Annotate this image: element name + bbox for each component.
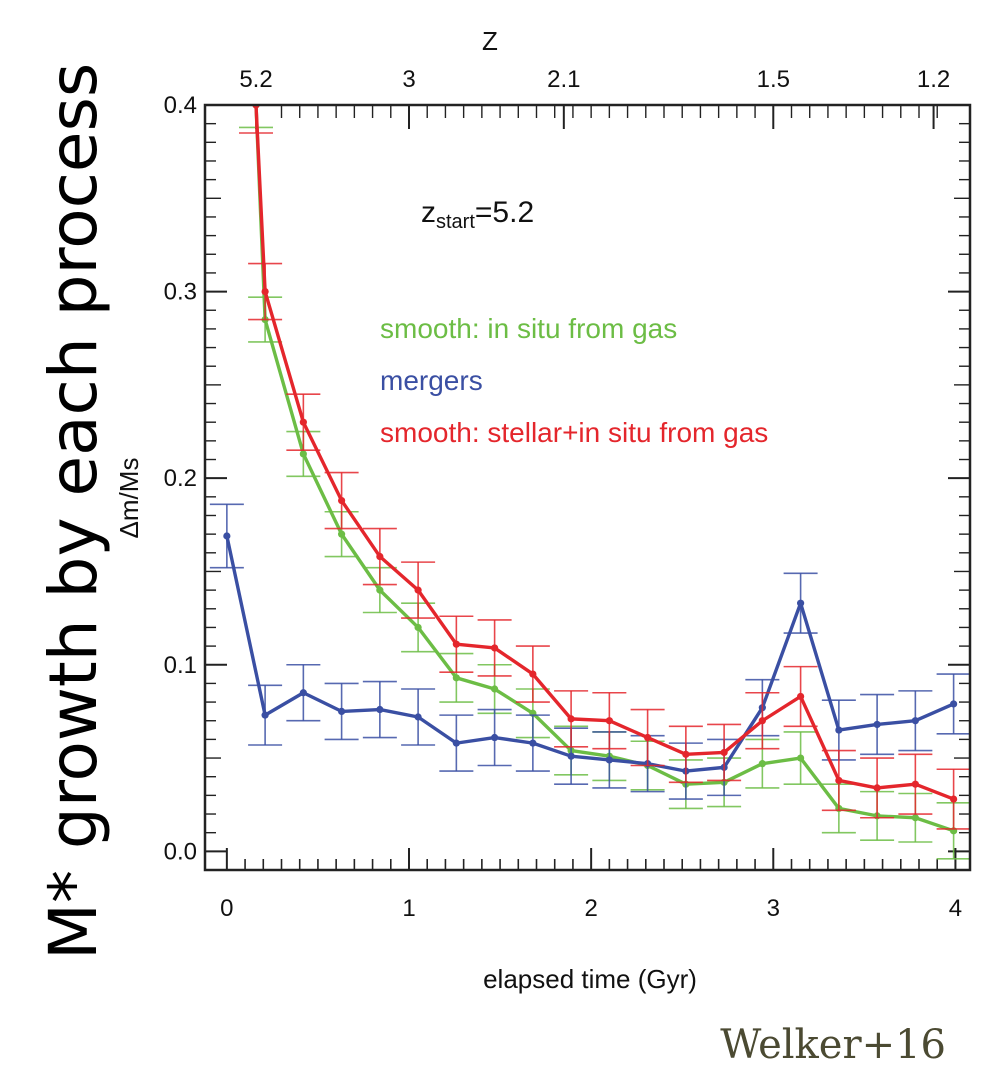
data-point [567, 715, 575, 723]
data-point [452, 739, 460, 747]
data-point [491, 644, 499, 652]
data-point [376, 705, 384, 714]
data-point [911, 780, 919, 788]
data-point [338, 707, 346, 716]
data-point [567, 752, 575, 760]
x-tick-label: 3 [767, 895, 780, 922]
data-point [452, 674, 460, 682]
data-point [299, 689, 307, 697]
data-point [452, 640, 460, 648]
outer-ylabel: M* growth by each process [35, 63, 112, 960]
data-point [376, 552, 384, 561]
data-point [605, 717, 613, 725]
legend: smooth: in situ from gas mergers smooth:… [380, 313, 768, 448]
data-point [797, 599, 805, 607]
top-tick-label: 1.2 [917, 66, 950, 93]
data-point [605, 756, 613, 764]
y-tick-label: 0.1 [164, 652, 197, 679]
data-point [911, 814, 919, 822]
data-point [491, 685, 499, 693]
citation-text: Welker+16 [720, 1022, 946, 1065]
data-point [758, 760, 766, 768]
data-point [720, 748, 728, 757]
data-point [261, 287, 269, 296]
data-point [797, 754, 805, 762]
series-line [254, 105, 955, 801]
data-point [299, 418, 307, 426]
series-line [225, 535, 955, 773]
data-series [209, 105, 970, 860]
data-point [682, 750, 690, 758]
series-2 [239, 105, 970, 830]
x-tick-label: 0 [220, 895, 233, 922]
data-point [835, 776, 843, 785]
data-point [873, 784, 881, 792]
x-tick-label: 4 [949, 895, 962, 922]
data-point [911, 717, 919, 725]
series-line [254, 105, 955, 833]
top-tick-label: 2.1 [547, 66, 580, 93]
plot-frame [203, 103, 972, 872]
data-point [223, 532, 231, 540]
data-point [491, 733, 499, 742]
legend-entry-smooth-stellar: smooth: stellar+in situ from gas [380, 417, 768, 448]
data-point [950, 795, 958, 803]
data-point [414, 713, 422, 721]
y-axis-label: Δm/Ms [114, 458, 144, 539]
data-point [299, 450, 307, 458]
data-point [529, 670, 537, 678]
data-point [758, 717, 766, 725]
y-tick-label: 0.2 [164, 465, 197, 492]
data-point [644, 733, 652, 742]
axis-ticks: 0 1 2 3 4 0.0 0.1 0.2 0.3 0.4 5.2 3 2.1 1.5 1.2 [164, 66, 970, 922]
y-tick-label: 0.0 [164, 838, 197, 865]
data-point [376, 586, 384, 594]
top-tick-label: 1.5 [757, 66, 790, 93]
data-point [797, 692, 805, 701]
data-point [338, 496, 346, 505]
legend-entry-mergers: mergers [380, 365, 483, 396]
data-point [873, 720, 881, 729]
data-point [950, 700, 958, 708]
zstart-annotation: zstart=5.2 [421, 196, 534, 233]
top-tick-label: 3 [402, 66, 415, 93]
x-axis-label: elapsed time (Gyr) [483, 964, 697, 994]
x-tick-label: 1 [402, 895, 415, 922]
y-tick-label: 0.3 [164, 279, 197, 306]
data-point [835, 726, 843, 734]
top-tick-label: 5.2 [239, 66, 272, 93]
data-point [261, 711, 269, 719]
data-point [414, 623, 422, 632]
y-tick-label: 0.4 [164, 92, 197, 119]
data-point [338, 530, 346, 538]
legend-entry-smooth-in-situ: smooth: in situ from gas [380, 313, 677, 344]
series-0 [239, 105, 970, 860]
x-tick-label: 2 [584, 895, 597, 922]
top-axis-label: Z [482, 26, 498, 56]
data-point [414, 586, 422, 594]
data-point [529, 739, 537, 747]
